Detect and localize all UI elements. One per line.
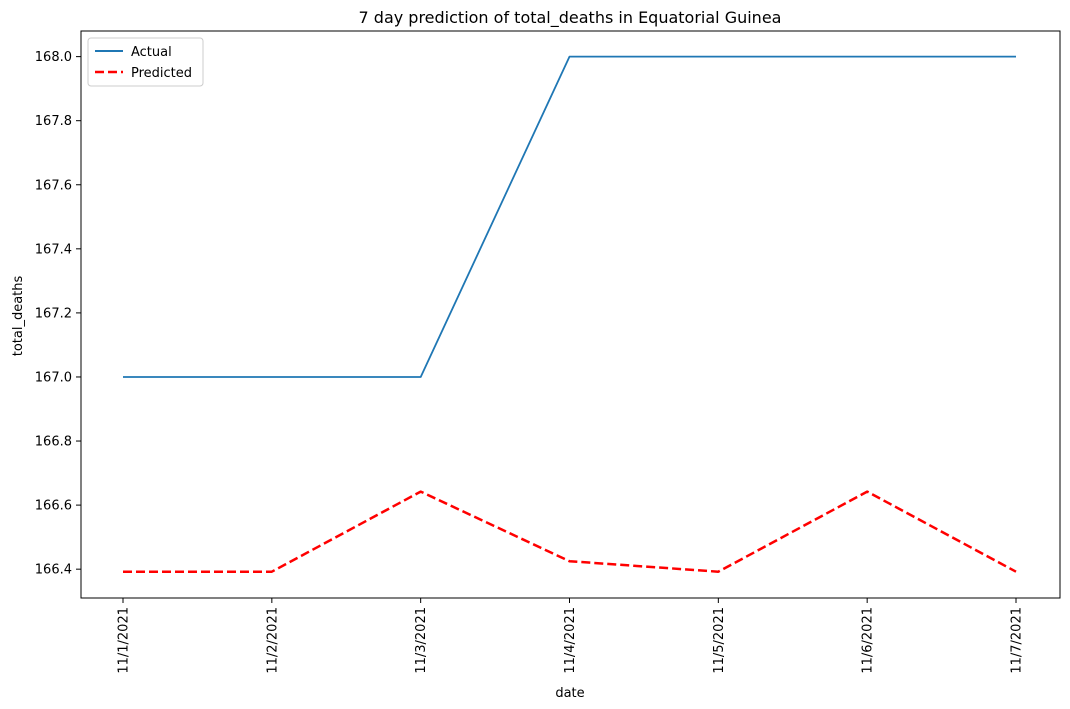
series-line-actual: [123, 55, 1016, 378]
x-axis: 11/1/2021 11/2/2021 11/3/2021 11/4/2021 11/5…: [117, 598, 1025, 674]
x-tick-label: 11/7/2021: [1010, 607, 1025, 674]
x-tick-label: 11/1/2021: [117, 607, 132, 674]
x-tick-label: 11/5/2021: [712, 607, 727, 674]
y-axis: 166.4 166.6 166.8 167.0 167.2 167.4 167.6 167.8…: [35, 50, 81, 578]
y-tick-label: 167.6: [35, 178, 72, 193]
y-tick-label: 167.4: [35, 242, 72, 257]
legend-label-actual: Actual: [131, 45, 172, 60]
chart-title: 7 day prediction of total_deaths in Equa…: [359, 8, 782, 28]
plot-frame: [80, 30, 1061, 599]
y-tick-label: 166.6: [35, 499, 72, 514]
x-tick-label: 11/4/2021: [563, 607, 578, 674]
x-axis-label: date: [555, 686, 584, 701]
y-tick-label: 167.8: [35, 114, 72, 129]
y-tick-label: 167.2: [35, 306, 72, 321]
legend-label-predicted: Predicted: [131, 66, 192, 81]
series-line-predicted: [123, 490, 1017, 573]
y-tick-label: 166.8: [35, 435, 72, 450]
y-tick-label: 168.0: [35, 50, 72, 65]
x-tick-label: 11/6/2021: [861, 607, 876, 674]
legend: Actual Predicted: [87, 37, 204, 87]
x-tick-label: 11/2/2021: [265, 607, 280, 674]
y-axis-label: total_deaths: [11, 276, 26, 357]
x-tick-label: 11/3/2021: [414, 607, 429, 674]
y-tick-label: 167.0: [35, 370, 72, 385]
y-tick-label: 166.4: [35, 563, 72, 578]
series-layer: [123, 55, 1017, 573]
